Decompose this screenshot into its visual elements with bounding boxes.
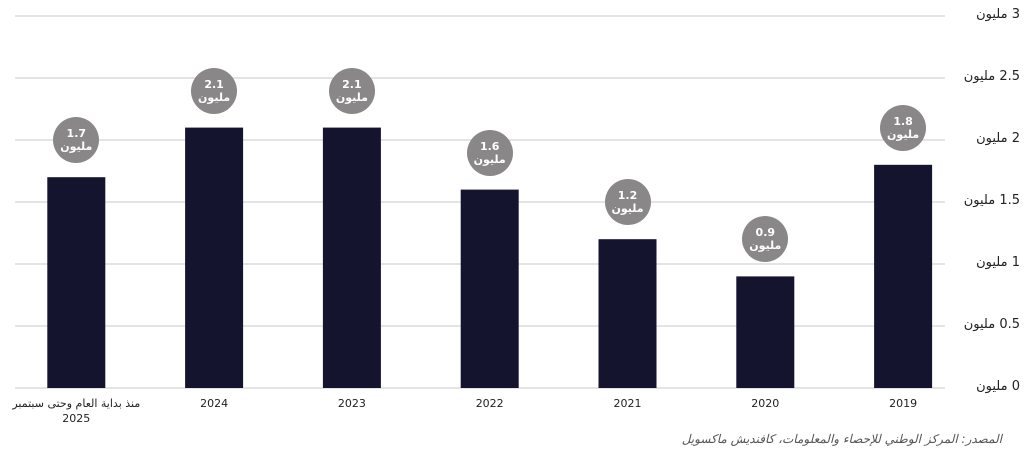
value-label: 2.1 مليون — [328, 67, 375, 114]
y-tick-label: 1.5 مليون — [963, 193, 1020, 208]
bar — [322, 127, 381, 388]
x-tick-label: منذ بداية العام وحتى سبتمبر 2025 — [12, 397, 141, 425]
bar — [736, 276, 795, 388]
value-label: 2.1 مليون — [191, 67, 238, 114]
y-tick-label: 2.5 مليون — [963, 69, 1020, 84]
value-label: 1.2 مليون — [604, 179, 651, 226]
value-label: 0.9 مليون — [742, 216, 789, 263]
bar — [185, 127, 244, 388]
y-tick-label: 0 مليون — [976, 379, 1020, 394]
x-tick-label: 2024 — [200, 397, 229, 410]
x-tick-label: 2022 — [475, 397, 504, 410]
value-label: 1.7 مليون — [53, 117, 100, 164]
bar — [460, 189, 519, 388]
value-label: 1.8 مليون — [880, 104, 927, 151]
bar — [874, 164, 933, 388]
y-tick-label: 3 مليون — [976, 7, 1020, 22]
x-tick-label: 2020 — [751, 397, 780, 410]
value-label: 1.6 مليون — [466, 129, 513, 176]
bar — [47, 177, 106, 388]
y-tick-label: 1 مليون — [976, 255, 1020, 270]
x-tick-label: 2019 — [889, 397, 918, 410]
x-tick-label: 2023 — [337, 397, 366, 410]
y-tick-label: 2 مليون — [976, 131, 1020, 146]
y-tick-label: 0.5 مليون — [963, 317, 1020, 332]
source-note: المصدر: المركز الوطني للإحصاء والمعلومات… — [681, 432, 1002, 446]
bar — [598, 239, 657, 388]
x-tick-label: 2021 — [613, 397, 642, 410]
